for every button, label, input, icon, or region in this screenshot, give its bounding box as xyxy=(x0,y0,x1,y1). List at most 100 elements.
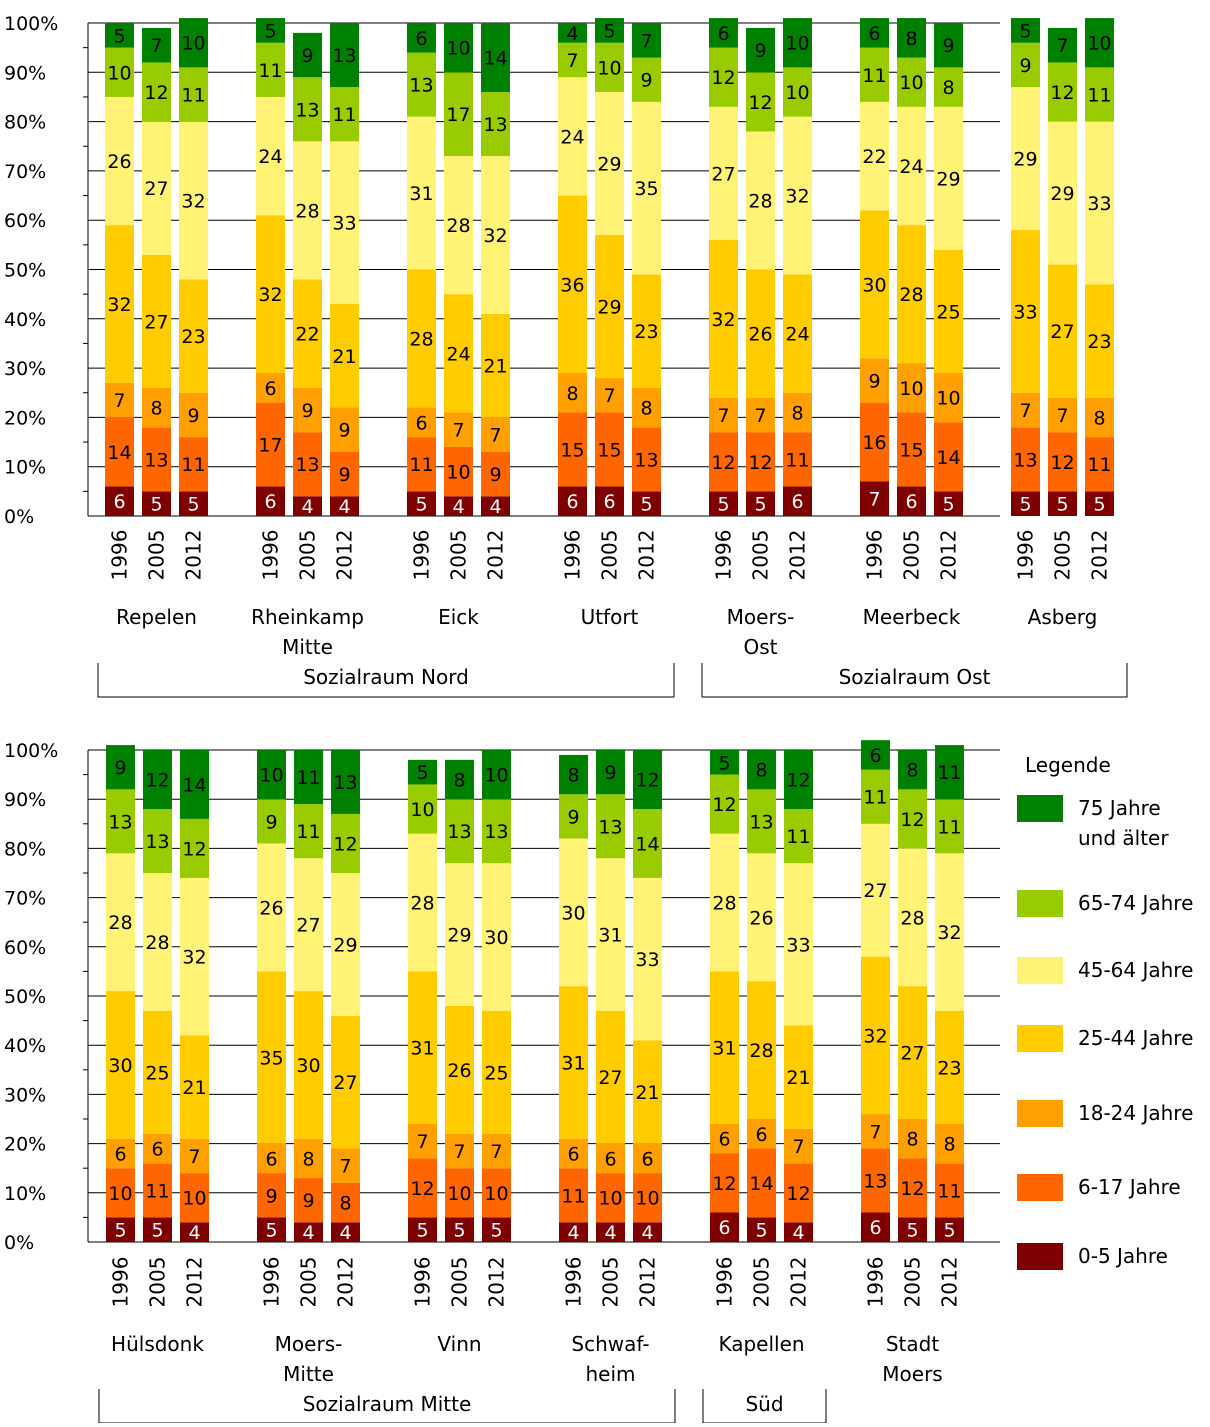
bar-segment-age-65-74 xyxy=(746,72,775,132)
bar-segment-age-65-74 xyxy=(898,789,927,849)
data-label: 6 xyxy=(603,491,615,513)
bar-segment-age-18-24 xyxy=(935,1123,964,1164)
bar-segment-age-75-plus xyxy=(256,18,285,43)
district-label: Rheinkamp xyxy=(251,605,364,629)
bar-segment-age-6-17 xyxy=(105,417,134,487)
bar-segment-age-65-74 xyxy=(559,794,588,839)
bar-segment-age-18-24 xyxy=(180,1138,209,1174)
data-label: 13 xyxy=(483,114,507,136)
data-label: 33 xyxy=(1013,301,1037,323)
data-label: 10 xyxy=(182,1188,206,1210)
bar-segment-age-25-44 xyxy=(783,274,812,393)
bar-segment-age-65-74 xyxy=(408,784,437,834)
bar-segment-age-0-5 xyxy=(143,1217,172,1242)
bar-segment-age-25-44 xyxy=(294,991,323,1139)
bar-segment-age-25-44 xyxy=(256,215,285,374)
data-label: 6 xyxy=(265,1148,277,1170)
x-tick-label-year: 1996 xyxy=(864,1257,888,1308)
data-label: 24 xyxy=(785,324,809,346)
data-label: 25 xyxy=(936,301,960,323)
data-label: 9 xyxy=(114,757,126,779)
x-tick-label-year: 2005 xyxy=(750,1257,774,1308)
bar-segment-age-0-5 xyxy=(180,1222,209,1242)
x-tick-label-year: 2012 xyxy=(484,530,508,581)
data-label: 27 xyxy=(900,1043,924,1065)
data-label: 12 xyxy=(900,809,924,831)
data-label: 4 xyxy=(604,1222,616,1244)
data-label: 6 xyxy=(415,412,427,434)
bar-segment-age-18-24 xyxy=(632,387,661,428)
data-label: 30 xyxy=(862,274,886,296)
data-label: 14 xyxy=(107,442,131,464)
data-label: 4 xyxy=(301,496,313,518)
district-label: Moers- xyxy=(727,605,795,629)
bar-segment-age-0-5 xyxy=(935,1217,964,1242)
data-label: 28 xyxy=(409,329,433,351)
bar-segment-age-45-64 xyxy=(710,833,739,972)
bar-segment-age-25-44 xyxy=(180,1035,209,1139)
bar-segment-age-18-24 xyxy=(330,407,359,452)
data-label: 28 xyxy=(446,215,470,237)
data-label: 6 xyxy=(869,1217,881,1239)
bar-segment-age-18-24 xyxy=(783,392,812,433)
data-label: 36 xyxy=(560,274,584,296)
data-label: 12 xyxy=(712,794,736,816)
legend-swatch-age-6-17 xyxy=(1017,1174,1063,1201)
district-label: Vinn xyxy=(437,1332,481,1356)
data-label: 13 xyxy=(484,821,508,843)
bar-segment-age-45-64 xyxy=(179,121,208,280)
district-label: Utfort xyxy=(581,605,639,629)
data-label: 9 xyxy=(489,464,501,486)
data-label: 5 xyxy=(906,1220,918,1242)
data-label: 25 xyxy=(484,1062,508,1084)
bar-segment-age-75-plus xyxy=(444,23,473,73)
bar-segment-age-6-17 xyxy=(934,422,963,492)
data-label: 10 xyxy=(447,1183,471,1205)
bar-segment-age-0-5 xyxy=(898,1217,927,1242)
x-tick-label-year: 2005 xyxy=(598,530,622,581)
bar-segment-age-25-44 xyxy=(293,279,322,388)
data-label: 13 xyxy=(145,831,169,853)
bar-segment-age-65-74 xyxy=(481,92,510,157)
bar-segment-age-18-24 xyxy=(860,358,889,403)
data-label: 9 xyxy=(604,762,616,784)
data-label: 5 xyxy=(490,1220,502,1242)
bar-segment-age-45-64 xyxy=(105,96,134,226)
bar-segment-age-25-44 xyxy=(558,195,587,374)
data-label: 28 xyxy=(899,284,923,306)
bar-segment-age-75-plus xyxy=(595,18,624,43)
y-tick-label: 50% xyxy=(4,260,46,282)
data-label: 5 xyxy=(1019,20,1031,42)
bar-segment-age-25-44 xyxy=(481,313,510,418)
bar-segment-age-75-plus xyxy=(747,750,776,790)
data-label: 7 xyxy=(868,489,880,511)
data-label: 26 xyxy=(107,151,131,173)
bar-segment-age-25-44 xyxy=(935,1010,964,1124)
data-label: 27 xyxy=(144,311,168,333)
bar-segment-age-6-17 xyxy=(595,412,624,487)
data-label: 32 xyxy=(711,309,735,331)
bar-segment-age-45-64 xyxy=(861,823,890,957)
bar-segment-age-45-64 xyxy=(559,838,588,987)
data-label: 7 xyxy=(453,1141,465,1163)
district-label: Moers xyxy=(882,1362,942,1386)
bar-segment-age-18-24 xyxy=(444,412,473,447)
bar-segment-age-65-74 xyxy=(257,799,286,844)
bar-segment-age-25-44 xyxy=(559,986,588,1139)
y-tick-label: 100% xyxy=(4,740,58,762)
data-label: 9 xyxy=(754,40,766,62)
data-label: 5 xyxy=(453,1220,465,1242)
bar-segment-age-6-17 xyxy=(632,427,661,492)
bar-segment-age-75-plus xyxy=(1085,18,1114,68)
bar-segment-age-18-24 xyxy=(784,1128,813,1164)
x-tick-label-year: 2012 xyxy=(333,530,357,581)
bar-segment-age-18-24 xyxy=(143,1133,172,1164)
data-label: 5 xyxy=(416,762,428,784)
data-label: 10 xyxy=(899,72,923,94)
bar-segment-age-0-5 xyxy=(407,491,436,516)
x-tick-label-year: 2012 xyxy=(1088,530,1112,581)
district-label: Mitte xyxy=(283,1362,334,1386)
y-tick-label: 60% xyxy=(4,210,46,232)
bar-segment-age-45-64 xyxy=(935,853,964,1011)
data-label: 27 xyxy=(333,1072,357,1094)
